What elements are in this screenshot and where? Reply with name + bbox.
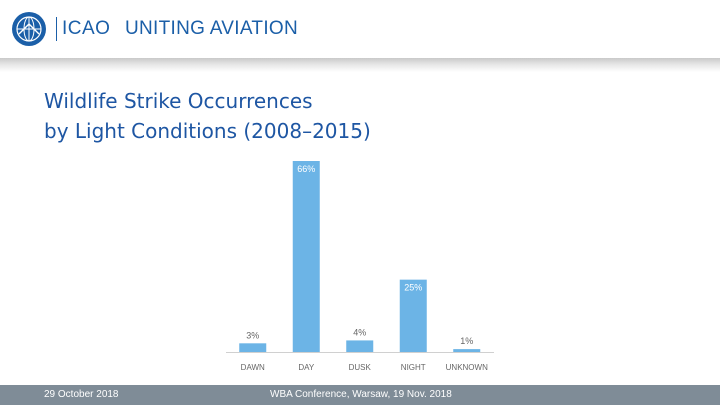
data-label-dusk: 4% <box>353 327 366 337</box>
slide-title-line-1: Wildlife Strike Occurrences <box>44 89 313 113</box>
tick-label-dusk: DUSK <box>349 363 372 372</box>
bar-day <box>292 161 320 352</box>
data-label-night: 25% <box>404 283 422 293</box>
data-label-day: 66% <box>297 164 315 174</box>
slide-title-line-2: by Light Conditions (2008–2015) <box>44 119 371 143</box>
org-name: ICAO <box>62 18 111 39</box>
tick-label-unknown: UNKNOWN <box>446 363 488 372</box>
tagline: UNITING AVIATION <box>125 18 298 39</box>
header-bar: ICAO UNITING AVIATION <box>0 0 720 58</box>
tick-label-day: DAY <box>298 363 315 372</box>
bar-dawn <box>239 343 267 352</box>
bar-dusk <box>346 340 374 352</box>
tick-label-night: NIGHT <box>401 363 426 372</box>
data-label-unknown: 1% <box>460 336 473 346</box>
slide-title: Wildlife Strike Occurrences by Light Con… <box>44 86 644 146</box>
footer-bar: 29 October 2018 WBA Conference, Warsaw, … <box>0 385 720 405</box>
header-separator <box>56 17 57 41</box>
tick-label-dawn: DAWN <box>241 363 265 372</box>
footer-date: 29 October 2018 <box>44 389 119 400</box>
icao-emblem-icon <box>12 12 46 46</box>
footer-conference: WBA Conference, Warsaw, 19 Nov. 2018 <box>270 389 452 400</box>
header-shadow <box>0 58 720 72</box>
bar-unknown <box>453 349 481 352</box>
data-label-dawn: 3% <box>246 330 259 340</box>
bar-night <box>399 279 427 352</box>
